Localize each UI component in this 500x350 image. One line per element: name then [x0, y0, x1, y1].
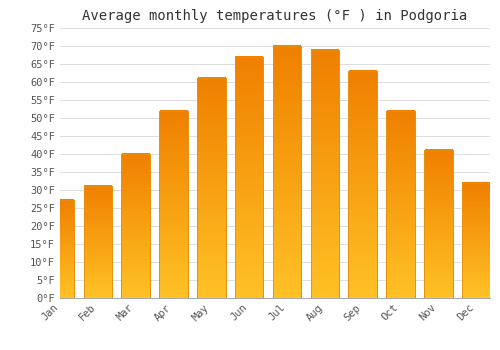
Bar [348, 71, 377, 298]
Bar [84, 186, 112, 298]
Bar [273, 46, 301, 298]
Bar [310, 50, 339, 298]
Bar [462, 182, 490, 298]
Bar [122, 154, 150, 298]
Bar [386, 111, 414, 298]
Bar [160, 111, 188, 298]
Bar [310, 50, 339, 298]
Bar [122, 154, 150, 298]
Bar [197, 78, 226, 298]
Bar [46, 201, 74, 298]
Bar [46, 201, 74, 298]
Bar [273, 46, 301, 298]
Bar [424, 150, 452, 298]
Bar [386, 111, 414, 298]
Bar [235, 57, 264, 298]
Bar [348, 71, 377, 298]
Bar [424, 150, 452, 298]
Bar [462, 182, 490, 298]
Bar [197, 78, 226, 298]
Bar [235, 57, 264, 298]
Bar [84, 186, 112, 298]
Title: Average monthly temperatures (°F ) in Podgoria: Average monthly temperatures (°F ) in Po… [82, 9, 468, 23]
Bar [160, 111, 188, 298]
